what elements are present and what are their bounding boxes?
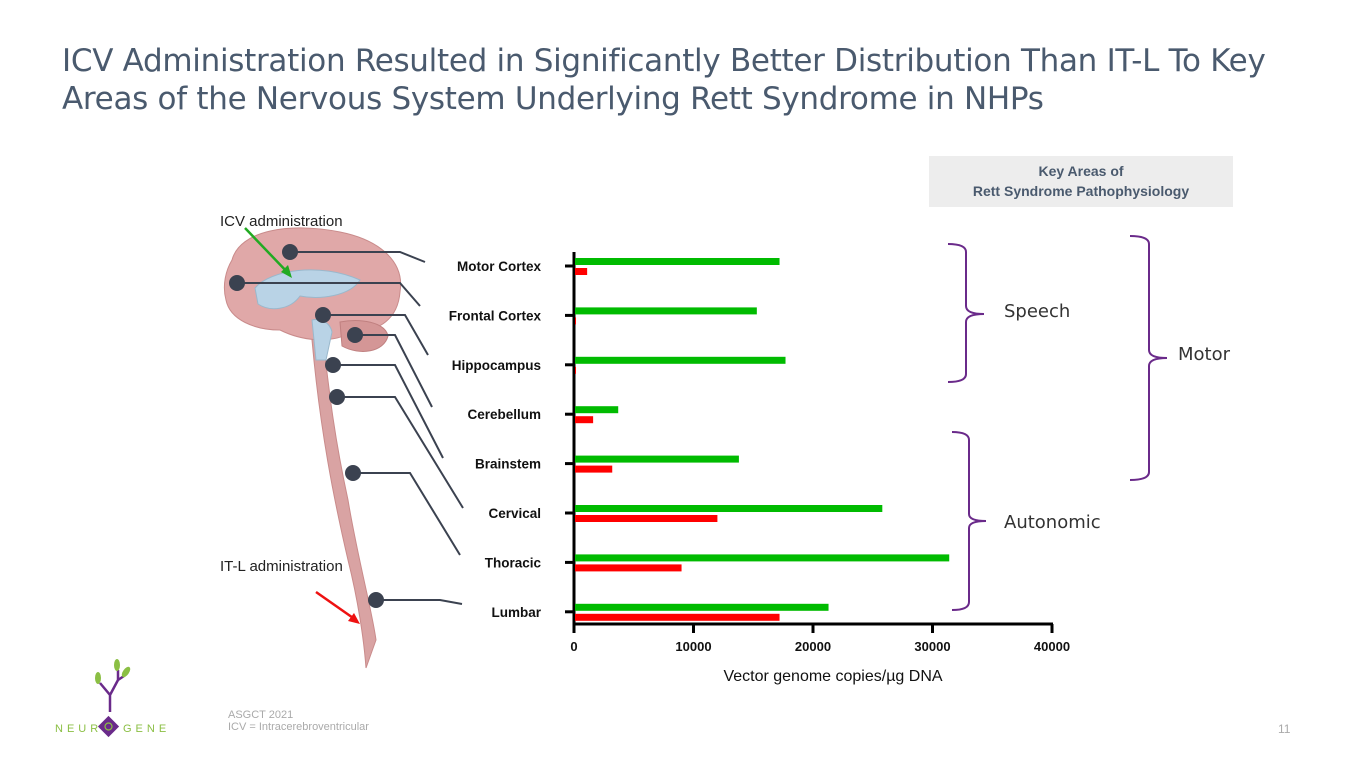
site-marker xyxy=(368,592,384,608)
bar-it-l-brainstem xyxy=(575,465,613,473)
bar-it-l-thoracic xyxy=(575,564,682,572)
site-marker xyxy=(347,327,363,343)
bar-it-l-motor-cortex xyxy=(575,268,588,275)
group-label-motor: Motor xyxy=(1178,344,1231,365)
site-marker xyxy=(229,275,245,291)
bar-icv-motor-cortex xyxy=(575,258,780,265)
category-label: Motor Cortex xyxy=(457,259,541,274)
bar-chart: Motor Cortex Frontal Cortex Hippocampus Cer… xyxy=(449,252,1070,685)
category-label: Thoracic xyxy=(485,555,542,570)
site-markers xyxy=(229,244,384,608)
category-label: Hippocampus xyxy=(452,358,541,373)
x-tick-label: 0 xyxy=(570,639,577,654)
x-tick-label: 20000 xyxy=(795,639,831,654)
icv-administration-label: ICV administration xyxy=(220,213,343,230)
x-axis-label: Vector genome copies/µg DNA xyxy=(723,668,942,685)
category-label: Frontal Cortex xyxy=(449,308,542,323)
site-marker xyxy=(325,357,341,373)
slide-title: ICV Administration Resulted in Significa… xyxy=(62,42,1342,118)
ventricles xyxy=(254,269,361,310)
bar-it-l-cerebellum xyxy=(575,416,594,424)
site-marker xyxy=(345,465,361,481)
itl-arrow xyxy=(315,590,357,622)
category-label: Cerebellum xyxy=(467,407,541,422)
bar-icv-hippocampus xyxy=(575,356,786,364)
key-areas-line-2: Rett Syndrome Pathophysiology xyxy=(972,183,1190,199)
itl-administration-label: IT-L administration xyxy=(220,558,343,575)
autonomic-brace xyxy=(951,431,987,611)
site-marker xyxy=(315,307,331,323)
icv-arrow xyxy=(244,227,291,276)
connector-lines xyxy=(237,251,464,605)
category-label: Lumbar xyxy=(491,605,541,620)
footnote-abbreviation: ICV = Intracerebroventricular xyxy=(228,721,369,733)
bar-icv-thoracic xyxy=(575,554,950,562)
bar-icv-frontal-cortex xyxy=(575,307,757,315)
site-marker xyxy=(329,389,345,405)
site-marker xyxy=(282,244,298,260)
motor-brace xyxy=(1129,235,1168,481)
itl-arrow-head xyxy=(348,613,360,624)
x-tick-label: 30000 xyxy=(914,639,950,654)
page-number: 11 xyxy=(1278,722,1291,736)
bar-icv-cerebellum xyxy=(575,406,619,414)
logo-text: NEUR GENE xyxy=(55,723,171,735)
bar-it-l-cervical xyxy=(575,515,718,522)
group-label-speech: Speech xyxy=(1004,301,1071,322)
speech-brace xyxy=(947,243,985,383)
category-label: Cervical xyxy=(488,506,541,521)
footnote: ASGCT 2021 ICV = Intracerebroventricular xyxy=(228,709,369,733)
brainstem xyxy=(311,319,333,361)
title-line-1: ICV Administration Resulted in Significa… xyxy=(62,43,1266,79)
spinal-cord xyxy=(311,328,377,669)
x-tick-label: 10000 xyxy=(675,639,711,654)
bar-icv-brainstem xyxy=(575,455,739,463)
x-tick-label: 40000 xyxy=(1034,639,1070,654)
group-label-autonomic: Autonomic xyxy=(1004,512,1101,533)
bar-icv-lumbar xyxy=(575,603,829,611)
footnote-source: ASGCT 2021 xyxy=(228,709,294,721)
neurogene-logo xyxy=(95,659,131,738)
key-areas-line-1: Key Areas of xyxy=(1038,163,1124,179)
category-label: Brainstem xyxy=(475,457,541,472)
icv-arrow-head xyxy=(281,265,292,278)
title-line-2: Areas of the Nervous System Underlying R… xyxy=(62,81,1044,117)
bar-it-l-hippocampus xyxy=(575,366,576,374)
bar-it-l-frontal-cortex xyxy=(575,317,576,325)
braces xyxy=(947,235,1168,611)
key-areas-box: Key Areas of Rett Syndrome Pathophysiolo… xyxy=(929,156,1233,207)
bar-icv-cervical xyxy=(575,505,883,512)
bar-it-l-lumbar xyxy=(575,613,780,621)
